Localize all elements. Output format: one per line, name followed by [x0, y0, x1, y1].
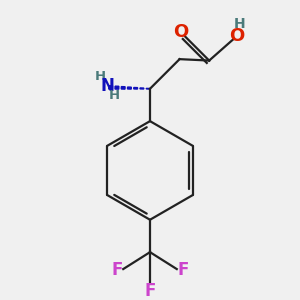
Text: N: N: [101, 77, 115, 95]
Text: F: F: [111, 262, 123, 280]
Polygon shape: [128, 87, 131, 89]
Text: O: O: [229, 27, 244, 45]
Polygon shape: [121, 87, 125, 89]
Polygon shape: [109, 86, 112, 89]
Polygon shape: [140, 88, 144, 89]
Text: H: H: [233, 17, 245, 31]
Text: H: H: [94, 70, 106, 83]
Text: F: F: [144, 282, 156, 300]
Polygon shape: [115, 86, 119, 89]
Polygon shape: [146, 88, 150, 89]
Text: H: H: [109, 89, 120, 102]
Polygon shape: [134, 88, 137, 89]
Text: F: F: [177, 262, 189, 280]
Text: O: O: [173, 22, 188, 40]
